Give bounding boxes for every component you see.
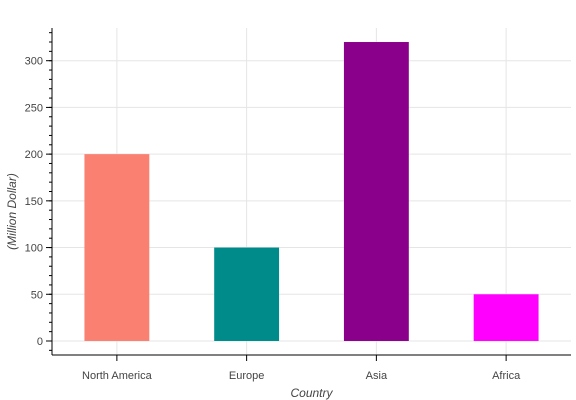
bar-africa [473,294,539,341]
bar-asia [343,42,409,341]
x-tick-label: Africa [492,370,521,382]
x-tick-label: Asia [366,370,388,382]
y-tick-label: 100 [25,243,43,255]
y-tick-label: 300 [25,56,43,68]
y-tick-label: 0 [37,336,43,348]
y-tick-label: 150 [25,196,43,208]
bar-north-america [84,154,150,341]
y-tick-label: 250 [25,102,43,114]
x-tick-label: Europe [229,370,264,382]
x-tick-label: North America [82,370,153,382]
x-axis-label: Country [290,386,333,400]
bars-layer [84,42,539,341]
x-tick-layer: North America Europe Asia Africa [82,355,521,382]
y-tick-layer: 0 50 100 150 200 250 300 [25,32,52,351]
y-axis-label: (Million Dollar) [5,173,19,250]
y-tick-label: 50 [31,289,43,301]
bar-europe [214,247,280,341]
y-tick-label: 200 [25,149,43,161]
